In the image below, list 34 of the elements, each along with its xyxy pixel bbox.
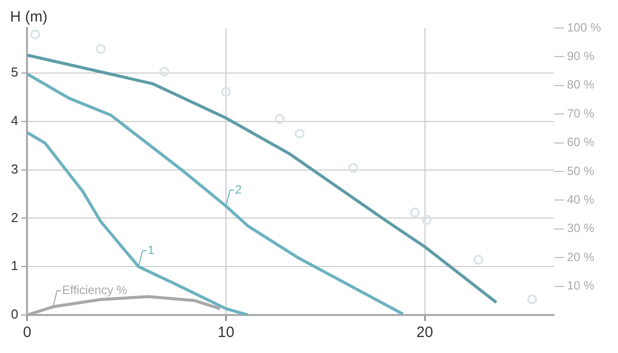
point bbox=[473, 254, 484, 265]
y2-tick-label: 70 % bbox=[566, 106, 595, 120]
point bbox=[348, 163, 358, 174]
y-tick-label: 5 bbox=[10, 64, 18, 80]
series-label: 2 bbox=[235, 182, 242, 196]
y-tick-label: 1 bbox=[10, 258, 18, 274]
y2-tick-label: 50 % bbox=[566, 164, 595, 178]
point bbox=[527, 294, 538, 304]
x-tick-label: 20 bbox=[416, 324, 434, 342]
y-tick-label: 4 bbox=[10, 112, 18, 128]
point bbox=[221, 86, 231, 97]
y-tick-label: 3 bbox=[10, 161, 18, 176]
point bbox=[159, 66, 170, 77]
y-tick-label: 2 bbox=[10, 210, 18, 225]
y2-tick-label: 100 % bbox=[566, 20, 602, 34]
point bbox=[422, 214, 432, 225]
point bbox=[410, 208, 420, 218]
y2-tick-label: 90 % bbox=[566, 49, 595, 64]
point bbox=[96, 44, 106, 54]
y2-tick-label: 30 % bbox=[566, 221, 595, 236]
y2-tick-label: 60 % bbox=[566, 135, 595, 150]
y2-tick-label: 40 % bbox=[566, 192, 595, 207]
point bbox=[294, 128, 305, 139]
y-tick-label: 0 bbox=[10, 306, 18, 322]
y2-tick-label: 20 % bbox=[566, 250, 595, 264]
series-label: Efficiency % bbox=[62, 283, 128, 298]
y2-tick-label: 10 % bbox=[566, 278, 595, 293]
x-tick-label: 10 bbox=[218, 324, 234, 342]
point bbox=[274, 114, 285, 124]
y-axis-title: H (m) bbox=[10, 8, 48, 26]
series-label: 1 bbox=[148, 242, 155, 257]
y2-tick-label: 80 % bbox=[566, 78, 595, 92]
point bbox=[30, 29, 40, 40]
x-tick-label: 0 bbox=[23, 324, 32, 342]
